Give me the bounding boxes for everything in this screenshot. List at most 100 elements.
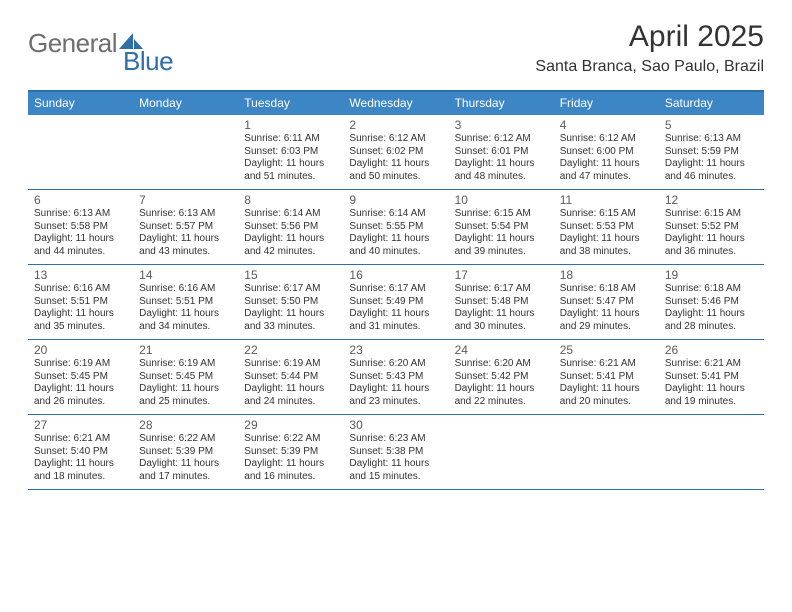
day-cell: 23Sunrise: 6:20 AMSunset: 5:43 PMDayligh… [343,340,448,414]
daylight-text: and 20 minutes. [560,396,653,409]
title-block: April 2025 Santa Branca, Sao Paulo, Braz… [535,20,764,84]
day-cell: 3Sunrise: 6:12 AMSunset: 6:01 PMDaylight… [449,115,554,189]
daylight-text: Daylight: 11 hours [560,308,653,321]
day-number: 11 [560,193,653,207]
weekday-label: Monday [133,92,238,115]
day-cell: 28Sunrise: 6:22 AMSunset: 5:39 PMDayligh… [133,415,238,489]
daylight-text: Daylight: 11 hours [139,458,232,471]
daylight-text: Daylight: 11 hours [665,158,758,171]
daylight-text: and 35 minutes. [34,321,127,334]
day-number: 30 [349,418,442,432]
daylight-text: Daylight: 11 hours [34,308,127,321]
sunrise-text: Sunrise: 6:14 AM [349,208,442,221]
day-cell [659,415,764,489]
page-title: April 2025 [535,20,764,54]
day-cell: 27Sunrise: 6:21 AMSunset: 5:40 PMDayligh… [28,415,133,489]
day-cell: 14Sunrise: 6:16 AMSunset: 5:51 PMDayligh… [133,265,238,339]
daylight-text: and 30 minutes. [455,321,548,334]
day-cell: 6Sunrise: 6:13 AMSunset: 5:58 PMDaylight… [28,190,133,264]
sunrise-text: Sunrise: 6:13 AM [139,208,232,221]
sunset-text: Sunset: 5:59 PM [665,146,758,159]
daylight-text: and 48 minutes. [455,171,548,184]
sunrise-text: Sunrise: 6:14 AM [244,208,337,221]
daylight-text: Daylight: 11 hours [455,158,548,171]
daylight-text: and 19 minutes. [665,396,758,409]
sunset-text: Sunset: 5:50 PM [244,296,337,309]
sunrise-text: Sunrise: 6:20 AM [455,358,548,371]
day-number: 24 [455,343,548,357]
day-cell: 12Sunrise: 6:15 AMSunset: 5:52 PMDayligh… [659,190,764,264]
day-cell: 1Sunrise: 6:11 AMSunset: 6:03 PMDaylight… [238,115,343,189]
sunset-text: Sunset: 6:03 PM [244,146,337,159]
sunset-text: Sunset: 5:45 PM [139,371,232,384]
day-number: 2 [349,118,442,132]
sunset-text: Sunset: 6:00 PM [560,146,653,159]
daylight-text: and 23 minutes. [349,396,442,409]
day-cell: 10Sunrise: 6:15 AMSunset: 5:54 PMDayligh… [449,190,554,264]
sunrise-text: Sunrise: 6:15 AM [665,208,758,221]
daylight-text: Daylight: 11 hours [139,233,232,246]
daylight-text: Daylight: 11 hours [244,458,337,471]
sunrise-text: Sunrise: 6:21 AM [560,358,653,371]
sunset-text: Sunset: 5:41 PM [560,371,653,384]
weekday-label: Friday [554,92,659,115]
daylight-text: Daylight: 11 hours [560,383,653,396]
weekday-label: Tuesday [238,92,343,115]
day-cell: 2Sunrise: 6:12 AMSunset: 6:02 PMDaylight… [343,115,448,189]
day-cell [28,115,133,189]
daylight-text: Daylight: 11 hours [349,233,442,246]
sunset-text: Sunset: 5:58 PM [34,221,127,234]
week-row: 1Sunrise: 6:11 AMSunset: 6:03 PM Daylight… [28,115,764,190]
weekday-label: Thursday [449,92,554,115]
daylight-text: and 44 minutes. [34,246,127,259]
daylight-text: Daylight: 11 hours [349,383,442,396]
logo-text-blue: Blue [123,46,173,77]
day-number: 13 [34,268,127,282]
day-number: 17 [455,268,548,282]
sunrise-text: Sunrise: 6:21 AM [665,358,758,371]
sunrise-text: Sunrise: 6:13 AM [665,133,758,146]
daylight-text: Daylight: 11 hours [34,458,127,471]
sunset-text: Sunset: 5:48 PM [455,296,548,309]
sunset-text: Sunset: 5:52 PM [665,221,758,234]
day-number: 7 [139,193,232,207]
day-cell: 5Sunrise: 6:13 AMSunset: 5:59 PMDaylight… [659,115,764,189]
sunrise-text: Sunrise: 6:15 AM [455,208,548,221]
day-cell: 29Sunrise: 6:22 AMSunset: 5:39 PMDayligh… [238,415,343,489]
sunset-text: Sunset: 5:51 PM [34,296,127,309]
weekday-label: Sunday [28,92,133,115]
week-row: 27Sunrise: 6:21 AMSunset: 5:40 PMDayligh… [28,415,764,490]
daylight-text: Daylight: 11 hours [455,383,548,396]
sunset-text: Sunset: 5:46 PM [665,296,758,309]
logo: General Blue [28,28,173,59]
day-number: 19 [665,268,758,282]
daylight-text: and 17 minutes. [139,471,232,484]
day-number: 16 [349,268,442,282]
daylight-text: Daylight: 11 hours [244,233,337,246]
sunset-text: Sunset: 6:01 PM [455,146,548,159]
sunrise-text: Sunrise: 6:22 AM [244,433,337,446]
daylight-text: Daylight: 11 hours [455,233,548,246]
daylight-text: Daylight: 11 hours [349,458,442,471]
daylight-text: and 47 minutes. [560,171,653,184]
day-number: 1 [244,118,337,132]
daylight-text: Daylight: 11 hours [665,308,758,321]
sunset-text: Sunset: 5:44 PM [244,371,337,384]
sunrise-text: Sunrise: 6:11 AM [244,133,337,146]
sunset-text: Sunset: 5:47 PM [560,296,653,309]
sunrise-text: Sunrise: 6:13 AM [34,208,127,221]
day-number: 6 [34,193,127,207]
sunset-text: Sunset: 5:51 PM [139,296,232,309]
daylight-text: and 24 minutes. [244,396,337,409]
day-cell: 24Sunrise: 6:20 AMSunset: 5:42 PMDayligh… [449,340,554,414]
day-cell: 21Sunrise: 6:19 AMSunset: 5:45 PMDayligh… [133,340,238,414]
sunset-text: Sunset: 5:43 PM [349,371,442,384]
day-number: 28 [139,418,232,432]
sunrise-text: Sunrise: 6:22 AM [139,433,232,446]
day-number: 20 [34,343,127,357]
day-number: 27 [34,418,127,432]
day-cell [133,115,238,189]
daylight-text: and 22 minutes. [455,396,548,409]
day-cell: 7Sunrise: 6:13 AMSunset: 5:57 PMDaylight… [133,190,238,264]
daylight-text: and 36 minutes. [665,246,758,259]
